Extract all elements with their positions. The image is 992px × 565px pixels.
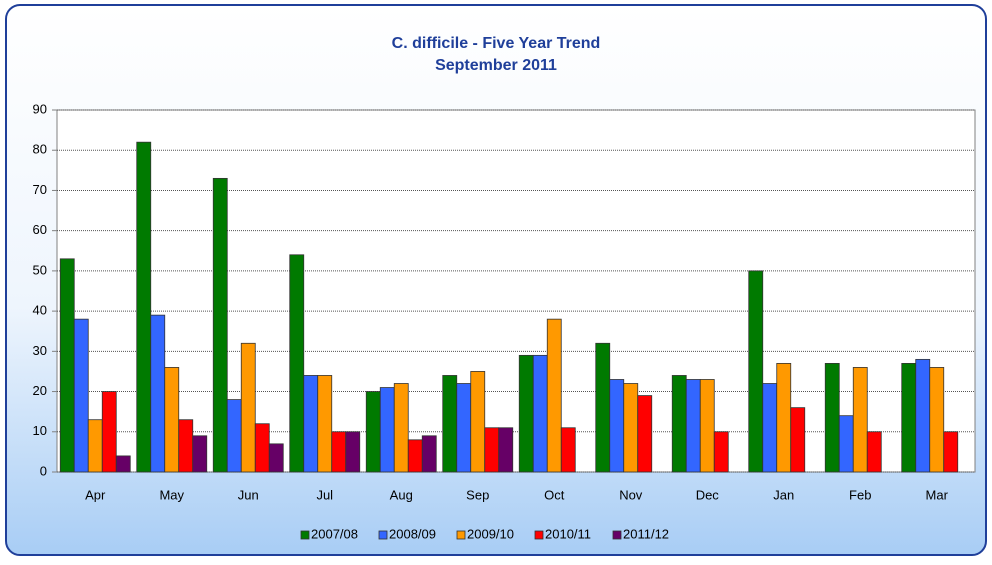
bar — [790, 407, 806, 473]
legend-label: 2008/09 — [389, 526, 436, 541]
bar — [73, 318, 89, 473]
y-tick-label: 90 — [33, 101, 47, 116]
bar — [685, 379, 701, 473]
legend-label: 2007/08 — [311, 526, 358, 541]
legend-swatch — [534, 530, 544, 540]
plot-area — [56, 109, 976, 473]
bar — [345, 431, 361, 473]
x-tick-label: Mar — [926, 487, 949, 502]
bar — [136, 141, 152, 473]
bar — [776, 362, 792, 473]
x-tick-label: Aug — [390, 487, 413, 502]
bar — [532, 354, 548, 473]
bar — [240, 342, 256, 473]
bar — [748, 270, 764, 473]
bar — [226, 399, 242, 473]
bar — [379, 387, 395, 473]
bar — [762, 383, 778, 473]
x-tick-label: Dec — [696, 487, 720, 502]
legend-label: 2011/12 — [623, 526, 669, 541]
legend-swatch — [300, 530, 310, 540]
bar — [442, 375, 458, 473]
x-tick-label: Oct — [544, 487, 565, 502]
x-tick-label: Apr — [85, 487, 106, 502]
x-tick-label: Jun — [238, 487, 259, 502]
bar — [866, 431, 882, 473]
bar — [393, 383, 409, 473]
bar — [901, 362, 917, 473]
y-tick-label: 60 — [33, 222, 47, 237]
bar — [713, 431, 729, 473]
bar — [421, 435, 437, 473]
x-tick-label: May — [159, 487, 184, 502]
bar — [365, 391, 381, 473]
bar — [915, 358, 931, 473]
x-tick-label: Feb — [849, 487, 871, 502]
bar — [546, 318, 562, 473]
y-tick-label: 40 — [33, 303, 47, 318]
bar — [699, 379, 715, 473]
bar — [671, 375, 687, 473]
y-tick-label: 20 — [33, 383, 47, 398]
bar — [456, 383, 472, 473]
bar — [254, 423, 270, 473]
bar — [407, 439, 423, 473]
bar — [595, 342, 611, 473]
x-tick-label: Sep — [466, 487, 489, 502]
bar — [59, 258, 75, 473]
bar — [560, 427, 576, 473]
bar — [943, 431, 959, 473]
bar — [929, 367, 945, 473]
bar — [852, 367, 868, 473]
bar — [289, 254, 305, 473]
y-tick-label: 80 — [33, 142, 47, 157]
legend-swatch — [456, 530, 466, 540]
bar — [838, 415, 854, 473]
bar — [637, 395, 653, 473]
bar — [470, 371, 486, 473]
chart-subtitle: September 2011 — [435, 57, 557, 74]
bar — [87, 419, 103, 473]
bar — [331, 431, 347, 473]
bar — [192, 435, 208, 473]
bar — [317, 375, 333, 473]
bar — [268, 443, 284, 473]
bar — [498, 427, 514, 473]
x-tick-label: Jan — [773, 487, 794, 502]
bar — [623, 383, 639, 473]
legend-swatch — [378, 530, 388, 540]
bar — [484, 427, 500, 473]
y-tick-label: 30 — [33, 343, 47, 358]
bar — [164, 367, 180, 473]
legend-label: 2009/10 — [467, 526, 514, 541]
legend-label: 2010/11 — [545, 526, 591, 541]
y-tick-label: 10 — [33, 423, 47, 438]
bar — [115, 455, 131, 473]
y-tick-label: 0 — [40, 463, 47, 478]
chart-title: C. difficile - Five Year Trend — [392, 35, 601, 52]
bar — [150, 314, 166, 473]
x-tick-label: Nov — [619, 487, 643, 502]
bar — [178, 419, 194, 473]
legend-swatch — [612, 530, 622, 540]
bar — [824, 362, 840, 473]
y-tick-label: 70 — [33, 182, 47, 197]
bar — [101, 391, 117, 473]
bar — [609, 379, 625, 473]
x-tick-label: Jul — [316, 487, 333, 502]
bar — [518, 354, 534, 473]
bar — [212, 177, 228, 473]
bar — [303, 375, 319, 473]
y-tick-label: 50 — [33, 262, 47, 277]
